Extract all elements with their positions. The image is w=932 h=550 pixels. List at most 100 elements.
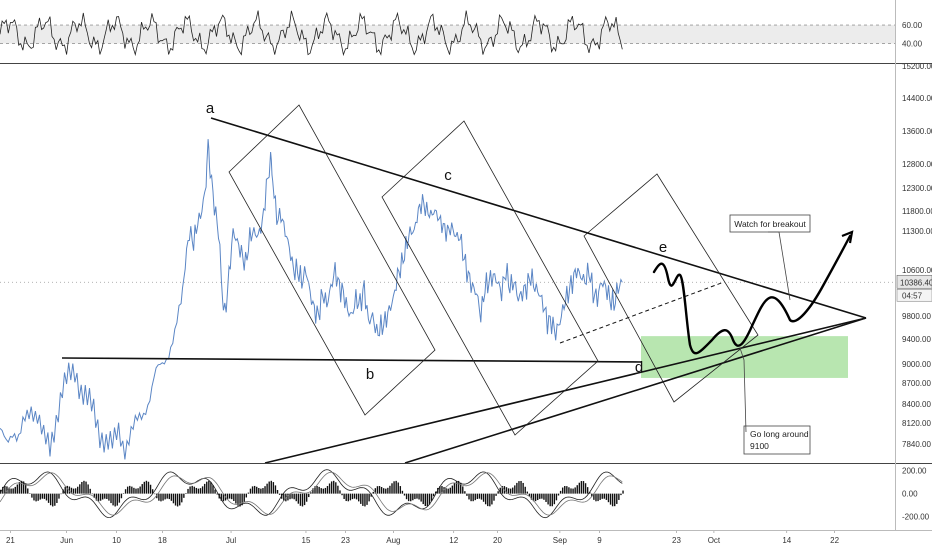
channel-de <box>583 173 759 403</box>
macd-histogram-bar <box>322 488 325 494</box>
macd-histogram-bar <box>316 485 318 494</box>
macd-histogram-bar <box>564 486 566 494</box>
macd-histogram-bar <box>241 493 243 506</box>
macd-histogram-bar <box>303 493 306 506</box>
macd-histogram-bar <box>601 493 603 499</box>
wave-label-a: a <box>206 100 215 117</box>
macd-histogram-bar <box>64 486 66 494</box>
wave-label-d: d <box>635 359 643 376</box>
macd-histogram-bar <box>158 493 160 501</box>
macd-histogram-bar <box>539 493 541 499</box>
macd-histogram-bar <box>378 485 381 494</box>
macd-histogram-bar <box>514 485 516 494</box>
macd-histogram-bar <box>541 493 543 499</box>
macd-histogram-bar <box>478 493 481 499</box>
macd-histogram-bar <box>393 481 395 494</box>
countdown-tag <box>896 288 932 302</box>
macd-histogram-bar <box>574 487 576 494</box>
macd-histogram-bar <box>603 493 606 499</box>
x-tick-label: 22 <box>830 536 839 545</box>
macd-histogram-bar <box>420 493 422 502</box>
macd-histogram-bar <box>93 493 96 498</box>
price-pane <box>0 139 895 460</box>
price-tick-label: 12300.00 <box>902 184 932 193</box>
macd-histogram-bar <box>401 490 404 494</box>
x-tick-label: 21 <box>6 536 15 545</box>
macd-histogram-bar <box>268 481 270 494</box>
macd-histogram-bar <box>516 482 518 494</box>
x-tick-label: 15 <box>302 536 311 545</box>
macd-histogram-bar <box>445 488 447 494</box>
price-tick-label: 14400.00 <box>902 94 932 103</box>
macd-histogram-bar <box>120 493 123 499</box>
macd-histogram-bar <box>499 487 501 494</box>
macd-histogram-bar <box>482 493 485 502</box>
price-tick-label: 15200.00 <box>902 62 932 71</box>
macd-histogram-bar <box>43 493 46 499</box>
macd-histogram-bar <box>245 493 248 498</box>
macd-histogram-bar <box>210 481 212 494</box>
macd-histogram-bar <box>561 487 564 494</box>
macd-histogram-bar <box>466 493 468 496</box>
macd-histogram-bar <box>106 493 108 499</box>
macd-histogram-bar <box>374 488 377 494</box>
price-tick-label: 11300.00 <box>902 227 932 236</box>
drawing-layer: a b c d e Watch for breakout Go long around 910… <box>61 100 867 464</box>
macd-histogram-bar <box>118 493 121 503</box>
macd-histogram-bar <box>512 487 514 494</box>
macd-histogram-bar <box>226 493 229 500</box>
macd-histogram-bar <box>391 483 393 494</box>
macd-histogram-bar <box>605 493 608 500</box>
x-tick-label: 23 <box>672 536 681 545</box>
macd-histogram-bar <box>60 493 62 495</box>
macd-histogram-bar <box>164 493 166 500</box>
macd-pane <box>0 469 624 519</box>
macd-histogram-bar <box>37 493 39 501</box>
macd-histogram-bar <box>243 493 245 503</box>
macd-histogram-bar <box>495 493 497 496</box>
macd-histogram-bar <box>222 493 225 502</box>
projection-arrow-head <box>841 230 854 244</box>
macd-histogram-bar <box>439 486 441 494</box>
macd-histogram-bar <box>455 481 458 494</box>
macd-histogram-bar <box>476 493 479 499</box>
macd-histogram-bar <box>318 486 320 494</box>
macd-histogram-bar <box>249 488 252 494</box>
macd-histogram-bar <box>326 485 329 494</box>
macd-histogram-bar <box>412 493 414 501</box>
price-tick-label: 9000.00 <box>902 360 931 369</box>
macd-histogram-bar <box>185 492 187 494</box>
rsi-line <box>0 10 623 57</box>
macd-histogram-bar <box>8 487 10 494</box>
macd-histogram-bar <box>526 491 528 494</box>
macd-histogram-bar <box>305 493 308 502</box>
price-tick-label: 8120.00 <box>902 419 931 428</box>
rsi-band <box>0 25 895 44</box>
macd-histogram-bar <box>41 493 44 499</box>
macd-histogram-bar <box>189 486 191 494</box>
macd-histogram-bar <box>108 493 110 501</box>
macd-histogram-bar <box>147 481 150 494</box>
macd-histogram-bar <box>260 488 262 494</box>
macd-histogram-bar <box>116 493 118 506</box>
macd-histogram-bar <box>426 493 429 507</box>
macd-histogram-bar <box>497 491 499 494</box>
macd-histogram-bar <box>266 483 268 494</box>
macd-histogram-bar <box>509 488 512 494</box>
macd-histogram-bar <box>35 493 37 502</box>
macd-histogram-bar <box>162 493 164 501</box>
macd-histogram-bar <box>193 486 195 494</box>
macd-histogram-bar <box>24 484 27 494</box>
macd-histogram-bar <box>568 487 570 494</box>
macd-histogram-bar <box>607 493 610 503</box>
macd-histogram-bar <box>614 493 616 507</box>
macd-histogram-bar <box>518 481 520 494</box>
price-tick-label: 8400.00 <box>902 400 931 409</box>
macd-histogram-bar <box>101 493 104 500</box>
macd-histogram-bar <box>597 493 599 502</box>
macd-histogram-bar <box>333 480 335 494</box>
last-price-tag <box>896 274 932 289</box>
macd-histogram-bar <box>239 493 241 507</box>
x-tick-label: 20 <box>493 536 502 545</box>
